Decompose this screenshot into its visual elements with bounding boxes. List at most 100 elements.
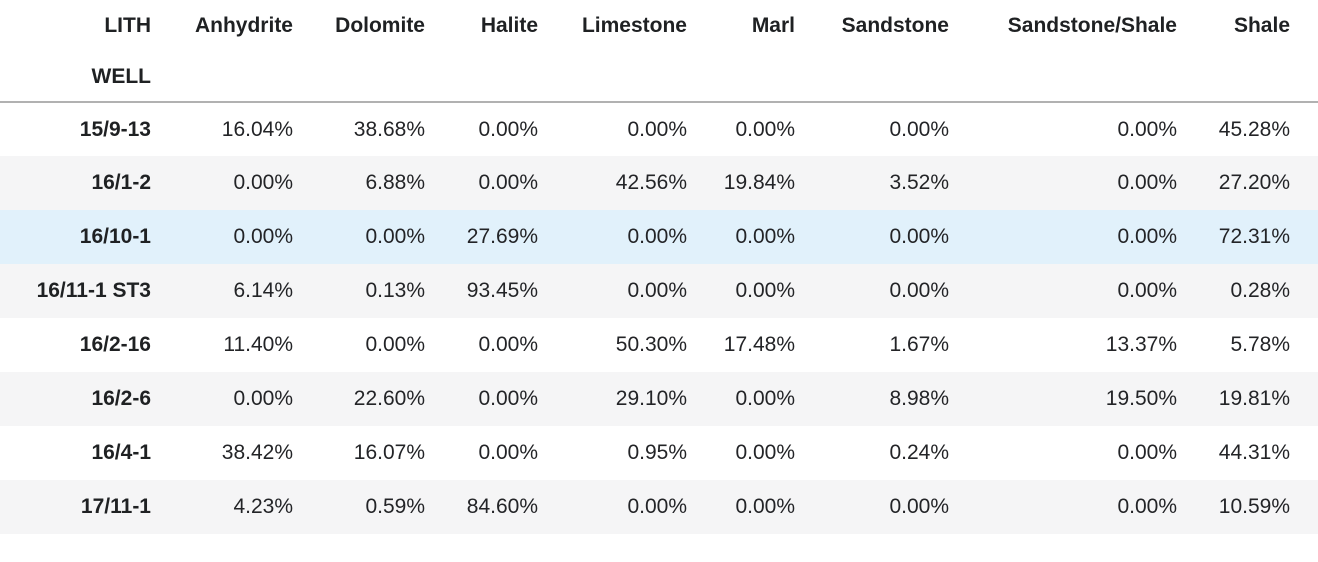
cell-shale: 0.28% [1230,279,1290,302]
index-name-row: WELL [0,52,1318,103]
cell-anhydrite: 16.04% [221,117,293,141]
cell-sandstone-shale: 0.00% [1117,117,1177,141]
table-row[interactable]: 16/2-16 11.40% 0.00% 0.00% 50.30% 17.48%… [0,318,1318,372]
column-header-anhydrite: Anhydrite [194,14,293,37]
header-spacer [1205,52,1318,103]
cell-anhydrite: 38.42% [221,441,293,464]
column-header-sandstone-shale: Sandstone/Shale [1007,14,1177,37]
row-label: 16/1-2 [91,171,151,194]
header-spacer [823,52,977,103]
column-header-limestone: Limestone [581,14,687,37]
cell-dolomite: 0.00% [365,225,425,248]
row-label: 16/11-1 ST3 [36,279,151,302]
cell-anhydrite: 0.00% [233,225,293,248]
lithology-pivot-table: LITH Anhydrite Dolomite Halite Limestone… [0,0,1318,534]
cell-sandstone: 0.24% [889,441,949,464]
row-label: 16/10-1 [79,225,151,248]
table-row[interactable]: 16/4-1 38.42% 16.07% 0.00% 0.95% 0.00% 0… [0,426,1318,480]
row-label: 15/9-13 [79,117,151,141]
cell-sandstone: 3.52% [889,171,949,194]
table-row[interactable]: 16/11-1 ST3 6.14% 0.13% 93.45% 0.00% 0.0… [0,264,1318,318]
cell-shale: 45.28% [1218,117,1290,141]
cell-anhydrite: 0.00% [233,171,293,194]
header-spacer [977,52,1205,103]
cell-halite: 0.00% [478,333,538,356]
cell-halite: 93.45% [466,279,538,302]
row-label: 16/2-16 [79,333,151,356]
header-spacer [566,52,715,103]
row-label: 16/4-1 [91,441,151,464]
cell-marl: 0.00% [735,495,795,518]
cell-sandstone: 0.00% [889,495,949,518]
row-label: 17/11-1 [80,495,151,518]
header-spacer [453,52,566,103]
cell-limestone: 0.00% [627,225,687,248]
columns-axis-label: LITH [104,14,151,37]
cell-marl: 0.00% [735,441,795,464]
table-row[interactable]: 17/11-1 4.23% 0.59% 84.60% 0.00% 0.00% 0… [0,480,1318,534]
cell-limestone: 50.30% [615,333,687,356]
cell-dolomite: 0.13% [365,279,425,302]
table-row[interactable]: 16/10-1 0.00% 0.00% 27.69% 0.00% 0.00% 0… [0,210,1318,264]
cell-limestone: 0.00% [627,279,687,302]
cell-halite: 0.00% [478,387,538,410]
cell-sandstone-shale: 0.00% [1117,495,1177,518]
cell-sandstone: 1.67% [889,333,949,356]
cell-sandstone-shale: 0.00% [1117,279,1177,302]
cell-marl: 0.00% [735,117,795,141]
header-spacer [179,52,321,103]
cell-anhydrite: 11.40% [223,333,293,356]
cell-limestone: 0.00% [627,117,687,141]
column-header-sandstone: Sandstone [841,14,949,37]
header-spacer [715,52,823,103]
cell-marl: 17.48% [723,333,795,356]
cell-halite: 0.00% [478,171,538,194]
cell-halite: 84.60% [466,495,538,518]
cell-dolomite: 6.88% [365,171,425,194]
cell-anhydrite: 0.00% [233,387,293,410]
cell-sandstone-shale: 0.00% [1117,225,1177,248]
cell-shale: 72.31% [1218,225,1290,248]
cell-sandstone-shale: 19.50% [1105,387,1177,410]
cell-shale: 19.81% [1218,387,1290,410]
column-header-dolomite: Dolomite [335,14,425,37]
cell-sandstone-shale: 0.00% [1117,441,1177,464]
column-header-row: LITH Anhydrite Dolomite Halite Limestone… [0,0,1318,52]
header-spacer [321,52,453,103]
cell-limestone: 0.00% [627,495,687,518]
cell-sandstone: 0.00% [889,279,949,302]
row-label: 16/2-6 [91,387,151,410]
cell-dolomite: 0.59% [365,495,425,518]
cell-dolomite: 22.60% [353,387,425,410]
cell-marl: 0.00% [735,279,795,302]
cell-dolomite: 16.07% [353,441,425,464]
cell-anhydrite: 4.23% [233,495,293,518]
table-row[interactable]: 15/9-13 16.04% 38.68% 0.00% 0.00% 0.00% … [0,102,1318,156]
column-header-shale: Shale [1233,14,1290,37]
cell-limestone: 29.10% [615,387,687,410]
cell-limestone: 0.95% [627,441,687,464]
cell-dolomite: 38.68% [353,117,425,141]
cell-marl: 0.00% [735,387,795,410]
cell-halite: 0.00% [478,117,538,141]
cell-shale: 5.78% [1230,333,1290,356]
cell-sandstone: 0.00% [889,225,949,248]
cell-sandstone: 8.98% [889,387,949,410]
cell-shale: 44.31% [1218,441,1290,464]
cell-dolomite: 0.00% [365,333,425,356]
cell-sandstone-shale: 0.00% [1117,171,1177,194]
cell-halite: 0.00% [478,441,538,464]
cell-anhydrite: 6.14% [233,279,293,302]
column-header-marl: Marl [751,14,795,37]
table-row[interactable]: 16/1-2 0.00% 6.88% 0.00% 42.56% 19.84% 3… [0,156,1318,210]
cell-marl: 19.84% [723,171,795,194]
table-row[interactable]: 16/2-6 0.00% 22.60% 0.00% 29.10% 0.00% 8… [0,372,1318,426]
cell-shale: 27.20% [1218,171,1290,194]
cell-limestone: 42.56% [615,171,687,194]
cell-marl: 0.00% [735,225,795,248]
cell-shale: 10.59% [1218,495,1290,518]
cell-sandstone: 0.00% [889,117,949,141]
cell-halite: 27.69% [466,225,538,248]
column-header-halite: Halite [480,14,538,37]
